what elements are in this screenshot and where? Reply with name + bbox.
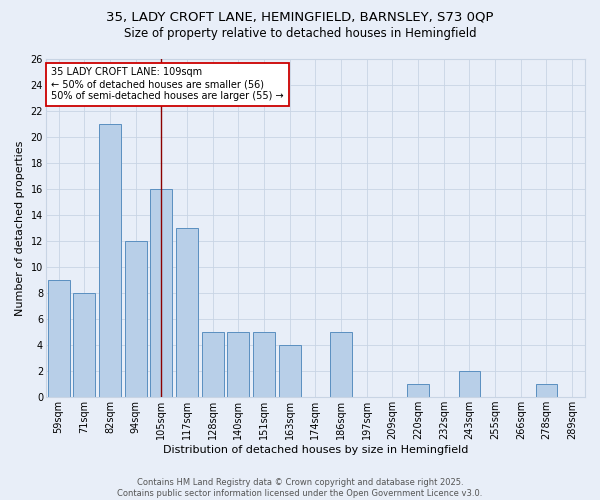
Bar [330,332,352,397]
Bar [125,241,146,397]
Bar [151,189,172,397]
Text: Contains HM Land Registry data © Crown copyright and database right 2025.
Contai: Contains HM Land Registry data © Crown c… [118,478,482,498]
Y-axis label: Number of detached properties: Number of detached properties [15,140,25,316]
Bar [227,332,250,397]
Bar [176,228,198,397]
Bar [279,345,301,397]
Bar [202,332,224,397]
Text: 35, LADY CROFT LANE, HEMINGFIELD, BARNSLEY, S73 0QP: 35, LADY CROFT LANE, HEMINGFIELD, BARNSL… [106,10,494,23]
Bar [48,280,70,397]
Bar [99,124,121,397]
Bar [73,293,95,397]
Text: 35 LADY CROFT LANE: 109sqm
← 50% of detached houses are smaller (56)
50% of semi: 35 LADY CROFT LANE: 109sqm ← 50% of deta… [51,68,284,100]
Bar [458,371,481,397]
Bar [536,384,557,397]
X-axis label: Distribution of detached houses by size in Hemingfield: Distribution of detached houses by size … [163,445,468,455]
Bar [407,384,429,397]
Bar [253,332,275,397]
Text: Size of property relative to detached houses in Hemingfield: Size of property relative to detached ho… [124,28,476,40]
